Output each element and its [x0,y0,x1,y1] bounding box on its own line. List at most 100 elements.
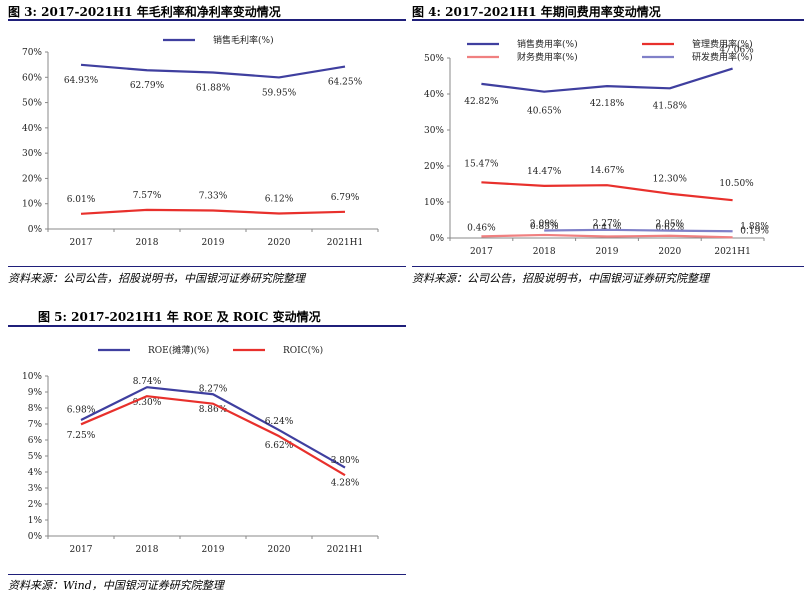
series-line-2 [80,208,346,215]
figure-3-title-rule [8,19,406,21]
figure-4: 图 4: 2017-2021H1 年期间费用率变动情况 0% 10% 20% 30% 4… [412,0,808,290]
data-label: 61.88% [196,84,231,94]
data-label: 4.28% [331,479,360,489]
y-tick-label: 50% [424,54,444,64]
series-line-1 [80,63,346,79]
series-line-2 [481,181,733,202]
legend-label: 财务费用率(%) [517,51,578,63]
y-tick-label: 50% [22,99,42,109]
data-label: 6.98% [67,405,96,415]
y-tick-label: 10% [424,198,444,208]
legend-label: 销售费用率(%) [517,38,578,50]
x-tick-label: 2019 [202,238,225,248]
data-label: 0.46% [467,223,496,233]
figure-3: 图 3: 2017-2021H1 年毛利率和净利率变动情况 0% 10% 20% 30… [8,0,408,290]
figure-5-source-rule [8,574,406,575]
y-tick-label: 5% [28,452,43,462]
y-tick-label: 40% [22,124,42,134]
x-tick-label: 2021H1 [714,247,750,257]
legend-label: 销售毛利率(%) [213,34,274,46]
data-label: 14.47% [527,167,562,177]
data-label: 64.93% [64,76,99,86]
x-tick-label: 2021H1 [327,238,363,248]
data-label: 42.82% [464,97,499,107]
legend-label: 研发费用率(%) [692,51,753,63]
data-label: 40.65% [527,107,562,117]
y-tick-label: 0% [28,225,43,235]
data-label: 7.25% [67,431,96,441]
x-tick-label: 2021H1 [327,545,363,555]
y-tick-label: 60% [22,73,42,83]
y-tick-label: 10% [22,372,42,382]
data-label: 59.95% [262,88,297,98]
data-label: 14.67% [590,166,625,176]
figure-5: 图 5: 2017-2021H1 年 ROE 及 ROIC 变动情况 0% 1% 2… [8,306,408,598]
data-label: 2.05% [656,220,685,230]
series-line-1 [80,386,346,469]
legend-label: ROE(摊薄)(%) [148,344,209,356]
x-tick-label: 2020 [268,545,291,555]
figure-5-title-rule [8,325,406,327]
y-tick-label: 6% [28,436,43,446]
data-label: 8.86% [199,405,228,415]
data-label: 8.27% [199,385,228,395]
data-label: 1.88% [740,222,769,232]
x-tick-label: 2020 [268,238,291,248]
data-label: 0.62% [656,223,685,233]
legend-label: ROIC(%) [283,345,323,356]
series-line-1 [481,67,733,93]
data-label: 64.25% [328,78,363,88]
y-tick-label: 20% [22,174,42,184]
y-tick-label: 40% [424,90,444,100]
figure-4-chart: 0% 10% 20% 30% 40% 50% 2017 2018 2019 2020 2021H1 4… [424,38,769,257]
legend-label: 管理费用率(%) [692,38,753,50]
data-label: 10.50% [719,179,754,189]
data-label: 2.27% [593,219,622,229]
data-label: 62.79% [130,81,165,91]
data-label: 6.62% [265,441,294,451]
data-label: 0.19% [740,226,769,236]
y-tick-label: 20% [424,162,444,172]
y-tick-label: 30% [424,126,444,136]
figure-5-source: 资料来源：Wind，中国银河证券研究院整理 [8,579,224,592]
series-line-4 [544,228,733,233]
data-label: 3.80% [331,456,360,466]
data-label: 42.18% [590,99,625,109]
data-label: 47.06% [719,46,754,56]
data-label: 6.12% [265,195,294,205]
x-tick-label: 2018 [136,238,159,248]
data-label: 2.09% [530,219,559,229]
figure-3-title: 图 3: 2017-2021H1 年毛利率和净利率变动情况 [8,5,281,19]
data-label: 15.47% [464,159,499,169]
data-label: 6.79% [331,193,360,203]
x-tick-label: 2018 [533,247,556,257]
y-tick-label: 1% [28,516,43,526]
x-tick-label: 2018 [136,545,159,555]
figure-5-chart: 0% 1% 2% 3% 4% 5% 6% 7% 8% 9% 10% 2017 2018 2019 2020 2… [22,344,379,555]
y-tick-label: 8% [28,404,43,414]
y-tick-label: 7% [28,420,43,430]
y-tick-label: 9% [28,388,43,398]
data-label: 41.58% [653,101,688,111]
x-tick-label: 2017 [70,238,93,248]
data-label: 0.85% [530,222,559,232]
x-tick-label: 2019 [596,247,619,257]
figure-4-title-rule [412,19,804,21]
data-label: 9.30% [133,398,162,408]
y-tick-label: 0% [28,532,43,542]
figure-3-source: 资料来源：公司公告，招股说明书，中国银河证券研究院整理 [8,272,305,285]
y-tick-label: 4% [28,468,43,478]
figure-4-source-rule [412,266,804,267]
data-label: 0.41% [593,224,622,234]
figure-4-title: 图 4: 2017-2021H1 年期间费用率变动情况 [412,5,661,19]
y-tick-label: 2% [28,500,43,510]
x-tick-label: 2020 [658,247,681,257]
y-tick-label: 30% [22,149,42,159]
data-label: 7.33% [199,191,228,201]
figure-5-title: 图 5: 2017-2021H1 年 ROE 及 ROIC 变动情况 [38,310,321,324]
series-line-3 [481,233,733,239]
x-tick-label: 2019 [202,545,225,555]
y-tick-label: 3% [28,484,43,494]
data-label: 12.30% [653,175,688,185]
data-label: 8.74% [133,377,162,387]
